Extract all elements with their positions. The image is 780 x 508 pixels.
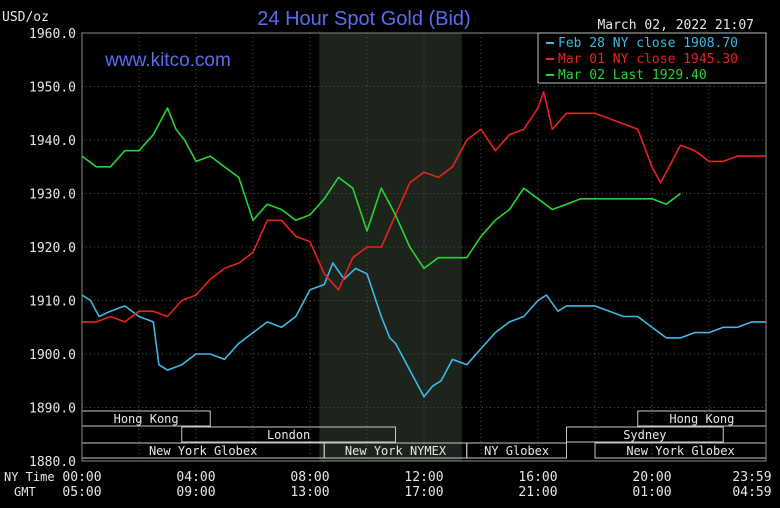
- market-session-label: London: [267, 428, 310, 442]
- legend-entry: Feb 28 NY close 1908.70: [558, 36, 738, 51]
- x-tick-label-gmt: 01:00: [632, 485, 671, 500]
- datetime-label: March 02, 2022 21:07: [597, 18, 754, 33]
- market-session-label: New York Globex: [149, 444, 257, 458]
- price-series-line: [81, 107, 681, 270]
- x-tick-label-ny: 12:00: [404, 470, 443, 485]
- ny-time-row-label: NY Time: [4, 470, 55, 484]
- y-tick-label: 1900.0: [29, 348, 76, 363]
- y-tick-label: 1880.0: [29, 455, 76, 470]
- legend-entry: Mar 02 Last 1929.40: [558, 68, 707, 83]
- chart-title: 24 Hour Spot Gold (Bid): [257, 8, 470, 30]
- x-tick-label-ny: 04:00: [176, 470, 215, 485]
- x-tick-label-gmt: 09:00: [176, 485, 215, 500]
- market-session-label: Hong Kong: [669, 412, 734, 426]
- y-tick-label: 1920.0: [29, 241, 76, 256]
- y-tick-label: 1960.0: [29, 27, 76, 42]
- y-tick-label: 1890.0: [29, 402, 76, 417]
- y-tick-label: 1930.0: [29, 188, 76, 203]
- x-tick-label-ny: 20:00: [632, 470, 671, 485]
- market-session-label: NY Globex: [484, 444, 549, 458]
- x-tick-label-gmt: 05:00: [62, 485, 101, 500]
- x-tick-label-ny: 00:00: [62, 470, 101, 485]
- market-session-box: [566, 426, 724, 443]
- unit-label: USD/oz: [2, 10, 49, 25]
- x-tick-label-gmt: 17:00: [404, 485, 443, 500]
- y-tick-label: 1950.0: [29, 81, 76, 96]
- market-session-box: [466, 442, 567, 459]
- x-tick-label-ny: 16:00: [518, 470, 557, 485]
- x-tick-label-gmt: 04:59: [732, 485, 771, 500]
- market-session-label: New York Globex: [626, 444, 734, 458]
- x-tick-label-gmt: 21:00: [518, 485, 557, 500]
- price-series-line: [82, 91, 766, 323]
- legend-entry: Mar 01 NY close 1945.30: [558, 52, 738, 67]
- market-session-label: Hong Kong: [114, 412, 179, 426]
- x-tick-label-ny: 23:59: [732, 470, 771, 485]
- market-session-box: [181, 426, 396, 443]
- price-series-line: [81, 262, 766, 398]
- watermark: www.kitco.com: [104, 50, 231, 71]
- y-tick-label: 1910.0: [29, 295, 76, 310]
- x-tick-label-gmt: 13:00: [290, 485, 329, 500]
- legend-box: [537, 32, 767, 84]
- y-tick-label: 1940.0: [29, 134, 76, 149]
- plot-frame: [81, 32, 767, 462]
- market-session-label: Sydney: [623, 428, 666, 442]
- market-session-label: New York NYMEX: [345, 444, 447, 458]
- gmt-row-label: GMT: [14, 485, 36, 499]
- x-tick-label-ny: 08:00: [290, 470, 329, 485]
